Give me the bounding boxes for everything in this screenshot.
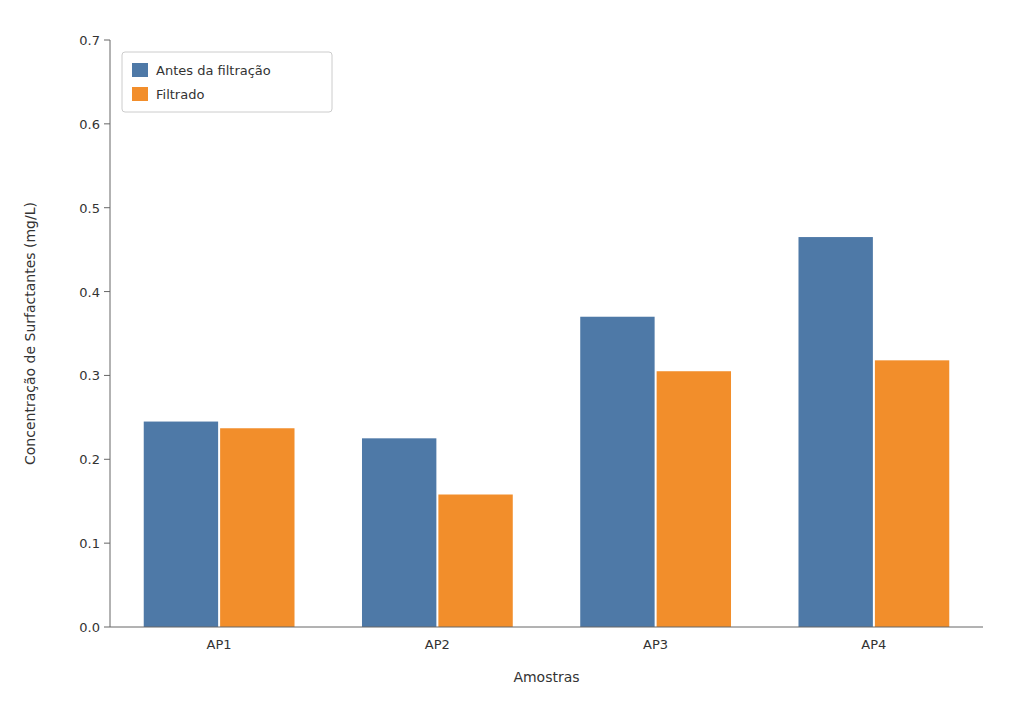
y-tick	[104, 207, 110, 208]
x-tick-label: AP2	[425, 637, 450, 652]
bar	[657, 371, 731, 627]
chart-container: 0.0 0.1 0.2 0.3 0.4 0.5 0.6 0.7 AP1 AP2 AP3 AP4 Amos…	[0, 0, 1023, 707]
bar	[220, 428, 294, 627]
legend-swatch	[132, 63, 148, 77]
y-tick-label: 0.4	[79, 285, 100, 300]
y-tick	[104, 375, 110, 376]
legend-swatch	[132, 87, 148, 101]
chart: 0.0 0.1 0.2 0.3 0.4 0.5 0.6 0.7 AP1 AP2 AP3 AP4 Amos…	[0, 0, 1023, 707]
y-tick-label: 0.5	[79, 201, 100, 216]
y-tick-label: 0.6	[79, 117, 100, 132]
y-axis-line	[110, 40, 111, 627]
legend-label: Filtrado	[156, 87, 204, 102]
y-tick	[104, 627, 110, 628]
x-tick-label: AP3	[643, 637, 668, 652]
bars	[144, 237, 950, 627]
y-tick	[104, 40, 110, 41]
bar	[875, 360, 949, 627]
x-axis: AP1 AP2 AP3 AP4	[207, 637, 887, 652]
y-tick	[104, 123, 110, 124]
legend-box	[122, 52, 332, 112]
bar	[580, 317, 654, 627]
bar	[144, 422, 218, 627]
y-tick-label: 0.3	[79, 368, 100, 383]
x-axis-label: Amostras	[513, 669, 579, 685]
x-tick-label: AP4	[861, 637, 886, 652]
y-tick-label: 0.7	[79, 33, 100, 48]
legend: Antes da filtração Filtrado	[122, 52, 332, 112]
y-axis-label: Concentração de Surfactantes (mg/L)	[22, 202, 38, 465]
y-tick-label: 0.2	[79, 452, 100, 467]
y-tick-label: 0.0	[79, 620, 100, 635]
bar	[438, 495, 512, 627]
y-tick-label: 0.1	[79, 536, 100, 551]
x-tick-label: AP1	[207, 637, 232, 652]
bar	[362, 438, 436, 627]
x-axis-line	[110, 627, 983, 628]
bar	[798, 237, 872, 627]
legend-label: Antes da filtração	[156, 63, 271, 78]
y-tick	[104, 543, 110, 544]
y-axis: 0.0 0.1 0.2 0.3 0.4 0.5 0.6 0.7	[79, 33, 110, 635]
y-tick	[104, 459, 110, 460]
y-tick	[104, 291, 110, 292]
